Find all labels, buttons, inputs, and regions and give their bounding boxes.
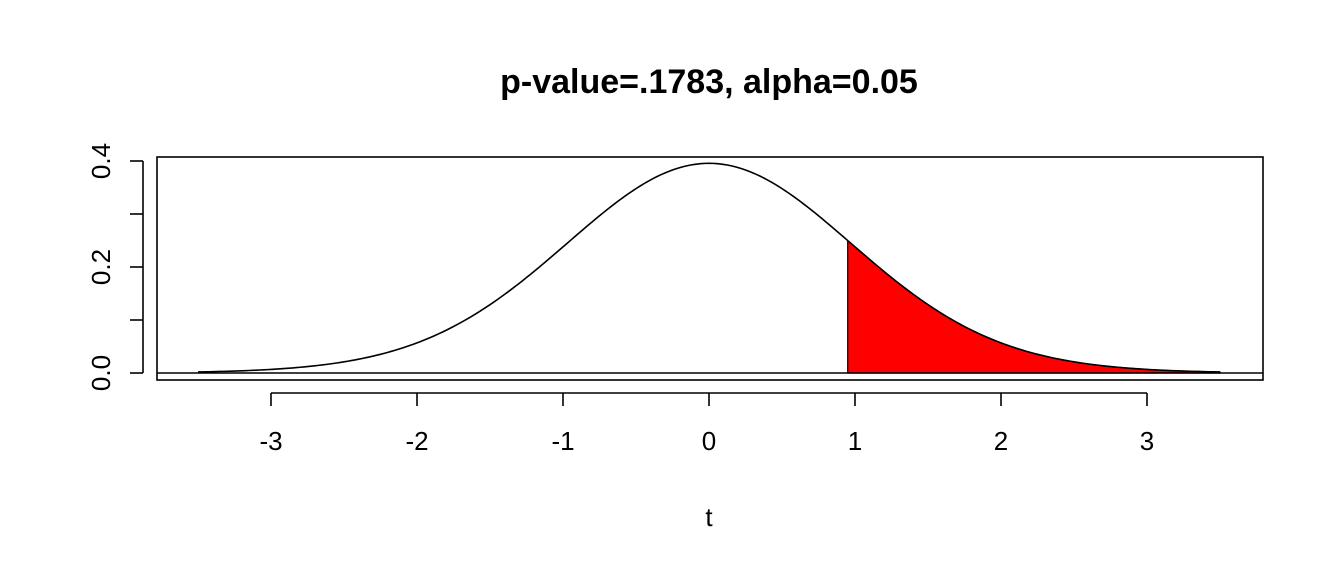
y-tick-label: 0.4 bbox=[86, 143, 116, 179]
x-tick-label: 1 bbox=[848, 426, 862, 456]
y-tick-label: 0.2 bbox=[86, 249, 116, 285]
y-axis: 0.0 0.2 0.4 bbox=[86, 143, 144, 391]
y-tick-label: 0.0 bbox=[86, 355, 116, 391]
x-tick-label: -2 bbox=[405, 426, 428, 456]
x-tick-label: 2 bbox=[994, 426, 1008, 456]
density-curve bbox=[197, 162, 1221, 373]
x-axis: -3 -2 -1 0 1 2 3 bbox=[259, 392, 1154, 456]
x-tick-label: 0 bbox=[702, 426, 716, 456]
density-curve-layer bbox=[157, 162, 1263, 374]
x-tick-label: -3 bbox=[259, 426, 282, 456]
x-tick-label: -1 bbox=[551, 426, 574, 456]
x-tick-label: 3 bbox=[1140, 426, 1154, 456]
x-axis-title: t bbox=[705, 502, 713, 532]
chart-title: p-value=.1783, alpha=0.05 bbox=[500, 63, 918, 101]
plot-frame bbox=[156, 156, 1264, 381]
